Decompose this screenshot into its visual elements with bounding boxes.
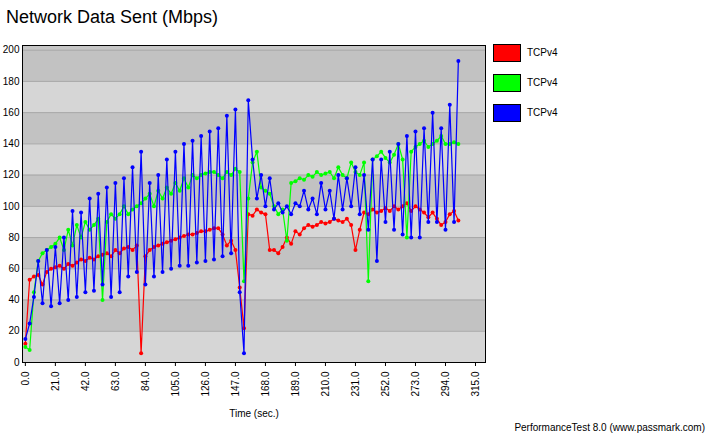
svg-text:84.0: 84.0: [140, 371, 151, 391]
svg-text:189.0: 189.0: [290, 371, 301, 396]
svg-text:80: 80: [8, 232, 20, 243]
svg-text:63.0: 63.0: [110, 371, 121, 391]
svg-text:20: 20: [8, 325, 20, 336]
svg-text:231.0: 231.0: [350, 371, 361, 396]
svg-text:160: 160: [3, 107, 20, 118]
svg-text:40: 40: [8, 294, 20, 305]
svg-text:252.0: 252.0: [380, 371, 391, 396]
svg-text:210.0: 210.0: [320, 371, 331, 396]
svg-text:0.0: 0.0: [20, 371, 31, 385]
svg-text:315.0: 315.0: [470, 371, 481, 396]
svg-text:168.0: 168.0: [260, 371, 271, 396]
svg-text:105.0: 105.0: [170, 371, 181, 396]
svg-text:Time (sec.): Time (sec.): [229, 408, 279, 419]
svg-text:60: 60: [8, 263, 20, 274]
svg-text:126.0: 126.0: [200, 371, 211, 396]
html-text:TCPv4: TCPv4: [527, 47, 558, 58]
svg-text:200: 200: [3, 44, 20, 55]
svg-text:140: 140: [3, 138, 20, 149]
html-text:Network Data Sent (Mbps): Network Data Sent (Mbps): [6, 7, 219, 27]
html-text:TCPv4: TCPv4: [527, 77, 558, 88]
svg-text:0: 0: [14, 357, 20, 368]
svg-text:147.0: 147.0: [230, 371, 241, 396]
svg-text:100: 100: [3, 201, 20, 212]
html-text:TCPv4: TCPv4: [527, 107, 558, 118]
svg-text:21.0: 21.0: [50, 371, 61, 391]
svg-text:42.0: 42.0: [80, 371, 91, 391]
svg-text:180: 180: [3, 76, 20, 87]
svg-text:273.0: 273.0: [410, 371, 421, 396]
svg-text:120: 120: [3, 169, 20, 180]
html-text:PerformanceTest 8.0 (www.passm: PerformanceTest 8.0 (www.passmark.com): [514, 422, 705, 433]
svg-text:294.0: 294.0: [440, 371, 451, 396]
